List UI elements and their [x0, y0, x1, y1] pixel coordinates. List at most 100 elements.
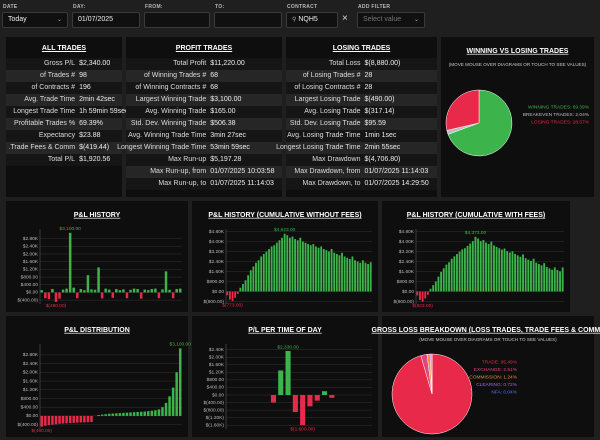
bar — [178, 288, 182, 293]
stat-label: Trade Fees & Comm. — [8, 144, 76, 151]
filter-label: ADD FILTER — [358, 4, 391, 10]
bar — [442, 268, 445, 292]
stat-label: Total Profit — [173, 60, 207, 67]
bar — [239, 287, 242, 292]
day-input[interactable]: 01/07/2025 — [72, 12, 140, 28]
bar — [292, 395, 298, 412]
bar — [83, 415, 86, 423]
filter-label: DATE — [3, 4, 18, 10]
bar — [231, 291, 234, 302]
y-tick-label: $800.00 — [21, 396, 39, 402]
bar — [416, 291, 419, 296]
bar — [330, 249, 333, 292]
stats-row: Expectancy $23.88 — [6, 130, 122, 142]
y-tick-label: $2.80K — [23, 352, 39, 358]
bar — [257, 260, 260, 292]
bar — [524, 258, 527, 292]
bar — [265, 251, 268, 292]
bar — [440, 271, 443, 292]
bar — [320, 246, 323, 292]
bar — [226, 291, 229, 296]
bar — [161, 289, 164, 293]
stat-value: $(8,880.00) — [364, 60, 401, 67]
y-tick-label: $1.60K — [23, 378, 39, 384]
bar — [296, 240, 299, 292]
bar — [333, 252, 336, 292]
bar — [498, 248, 501, 292]
bar — [79, 289, 83, 293]
bar — [426, 291, 429, 295]
chart-title: P&L HISTORY (CUMULATIVE WITH FEES) — [407, 212, 545, 219]
bar — [469, 243, 472, 292]
stat-value: $(490.00) — [364, 96, 395, 103]
bar — [364, 262, 367, 292]
bar — [249, 270, 252, 292]
y-tick-label: $1.20K — [23, 267, 39, 273]
bar — [154, 288, 157, 293]
bar — [419, 291, 421, 300]
stat-value: $506.38 — [210, 120, 236, 127]
date-dropdown[interactable]: Today ⌄ — [2, 12, 68, 28]
chart-title: P/L PER TIME OF DAY — [248, 327, 322, 334]
bar — [139, 292, 143, 299]
bar — [463, 248, 466, 292]
y-tick-label: $0.00 — [26, 290, 38, 296]
bar — [147, 290, 150, 293]
bar — [487, 244, 490, 292]
y-tick-label: $1.60K — [209, 362, 225, 368]
bar — [335, 254, 338, 292]
bar — [286, 235, 289, 292]
stat-value: $2,340.00 — [79, 60, 111, 67]
filter-label: FROM: — [145, 4, 163, 10]
y-tick-label: $1.60K — [23, 259, 39, 265]
stats-row: Avg. Losing Trade Time 1min 1sec — [286, 130, 437, 142]
annotation: $4,623.00 — [274, 227, 296, 233]
y-tick-label: $4.00K — [209, 239, 225, 245]
legend-entry: TRADE: 95.49% — [482, 359, 518, 365]
stat-label: # of Winning Trades — [143, 72, 207, 79]
bar — [511, 251, 514, 292]
stat-label: Avg. Winning Trade Time — [128, 132, 207, 139]
bar — [329, 395, 335, 398]
y-tick-label: $(400.00) — [203, 400, 224, 406]
stats-row: Avg. Trade Time 2min 42sec — [6, 94, 122, 106]
from-input[interactable] — [144, 12, 210, 28]
y-tick-label: $1.60K — [399, 269, 415, 275]
bar — [79, 415, 83, 423]
bar — [456, 254, 458, 292]
add-filter-dropdown[interactable]: Select value ⌄ — [357, 12, 425, 28]
stat-label: Std. Dev. Losing Trade — [289, 120, 361, 127]
stats-row: # of Losing Contracts 28 — [286, 82, 437, 94]
to-input[interactable] — [214, 12, 282, 28]
y-tick-label: $0.00 — [402, 289, 414, 295]
bar — [58, 292, 61, 299]
stats-row: Avg. Winning Trade $165.00 — [126, 106, 282, 118]
panel-title: LOSING TRADES — [332, 45, 391, 52]
bar — [164, 402, 168, 416]
contract-search[interactable]: ⚲ NQH5 — [286, 12, 338, 28]
bar — [432, 285, 435, 292]
bar — [132, 412, 136, 416]
bar — [47, 292, 51, 300]
bar — [93, 289, 97, 293]
bar — [175, 289, 178, 293]
bar — [150, 410, 154, 416]
bar — [300, 395, 306, 426]
y-tick-label: $4.00K — [399, 239, 415, 245]
chart-subtitle: (MOVE MOUSE OVER DIAGRAMS OR TOUCH TO SE… — [449, 62, 587, 67]
bar — [458, 251, 461, 292]
bar — [325, 250, 328, 292]
bar — [175, 372, 178, 416]
stat-value: 69.39% — [79, 120, 103, 127]
bar — [161, 407, 164, 416]
input-value: 01/07/2025 — [78, 16, 114, 23]
bar — [125, 292, 129, 299]
bar — [104, 288, 107, 293]
filter-label: DAY: — [73, 4, 86, 10]
bar — [532, 258, 535, 292]
chart-title: P&L HISTORY (CUMULATIVE WITHOUT FEES) — [208, 212, 361, 219]
caret-icon: ⌄ — [413, 17, 419, 23]
clear-button[interactable]: × — [342, 13, 348, 24]
bar — [490, 241, 493, 292]
stat-value: 2min 55sec — [364, 144, 401, 151]
